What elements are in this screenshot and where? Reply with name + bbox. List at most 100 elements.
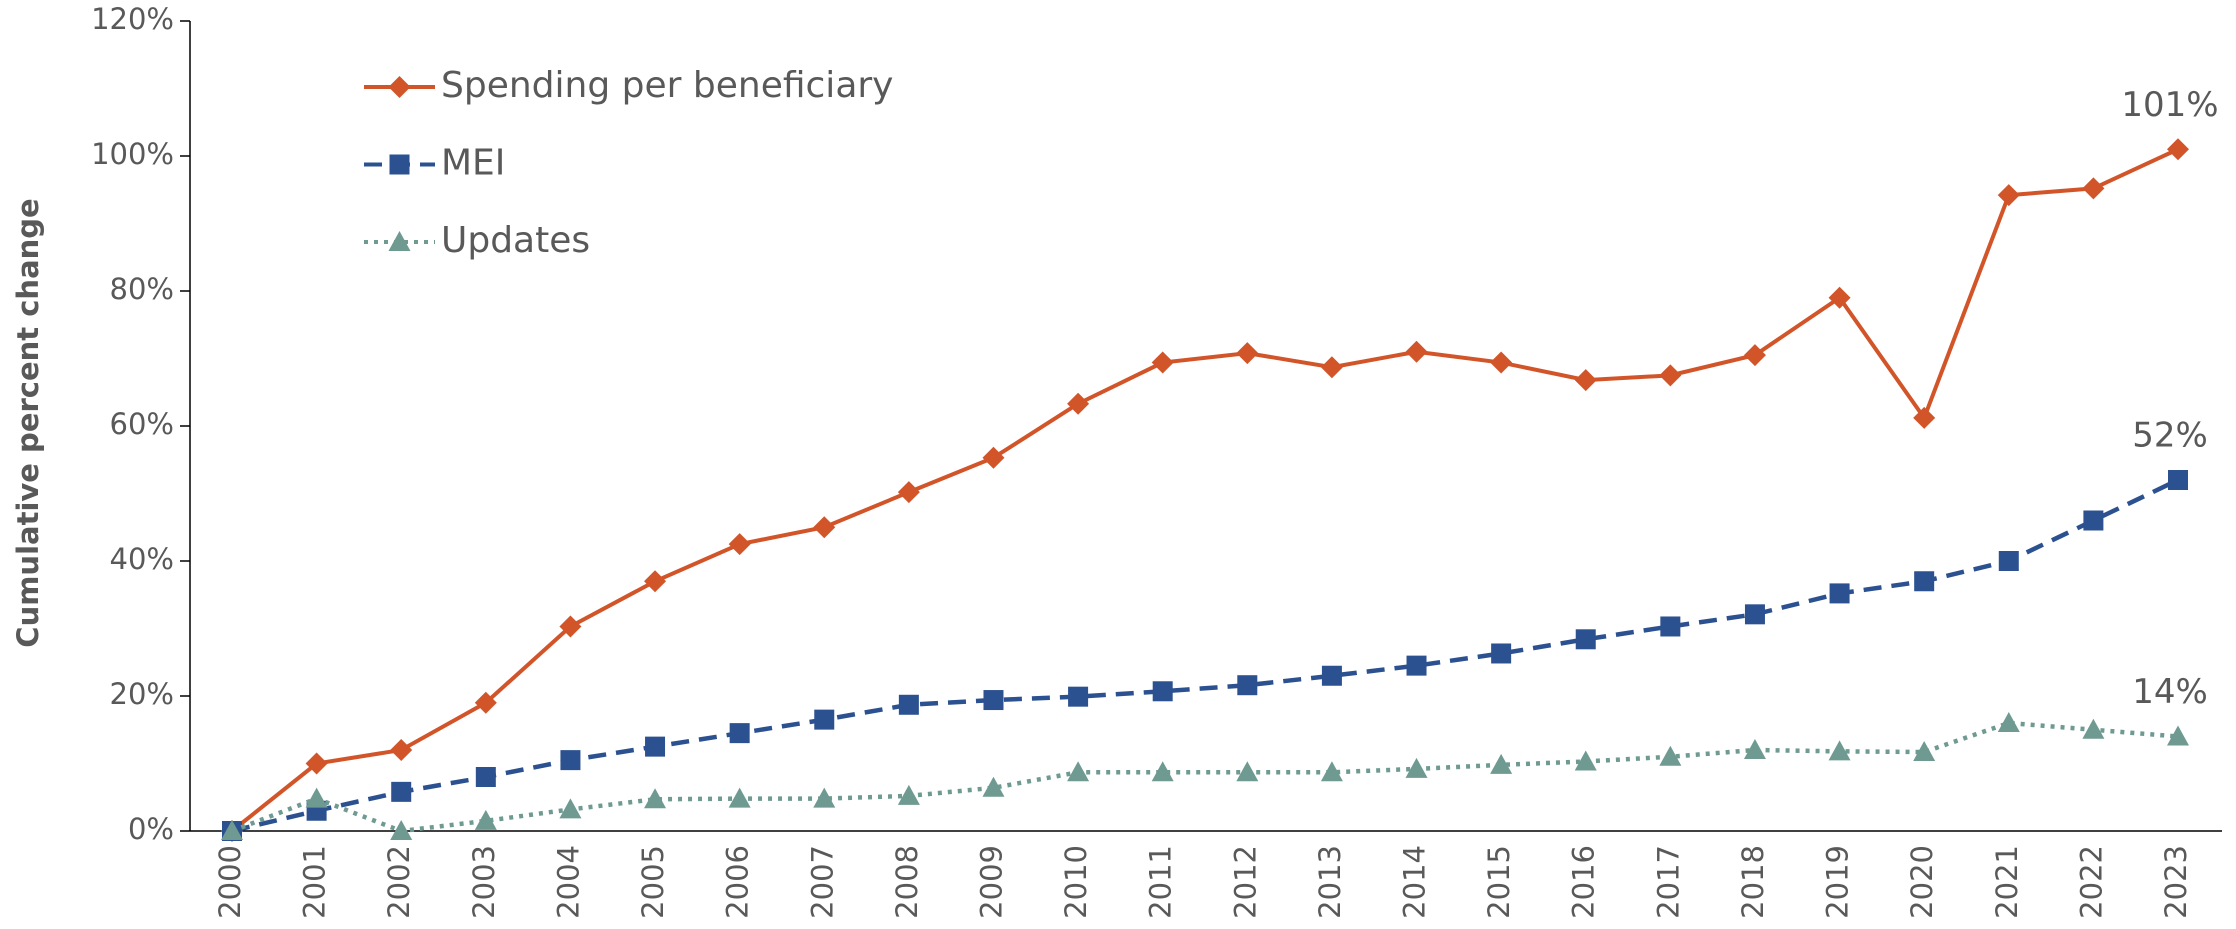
marker (729, 723, 750, 744)
y-tick-label: 60% (110, 407, 174, 441)
data-label: 101% (2121, 85, 2218, 125)
marker (728, 533, 751, 556)
marker (1151, 761, 1174, 782)
marker (897, 784, 920, 805)
marker (1829, 583, 1850, 604)
marker (813, 787, 836, 808)
x-tick-label: 2000 (213, 845, 247, 919)
x-tick-label: 2009 (974, 845, 1008, 919)
marker (2167, 725, 2189, 746)
x-tick-label: 2012 (1228, 845, 1262, 919)
y-tick-label: 120% (91, 2, 174, 36)
marker (390, 820, 413, 840)
legend-label: Spending per beneficiary (441, 65, 893, 106)
marker (1491, 643, 1512, 664)
marker (1067, 761, 1090, 782)
legend-label: Updates (441, 220, 590, 261)
x-tick-label: 2016 (1567, 845, 1601, 919)
marker (813, 516, 836, 539)
marker (1998, 551, 2019, 571)
marker (1828, 286, 1851, 309)
marker (1744, 604, 1765, 625)
y-tick-label: 100% (91, 137, 174, 171)
marker (1320, 761, 1343, 782)
x-tick-label: 2021 (1990, 845, 2024, 919)
marker (1997, 712, 2020, 732)
x-tick-label: 2017 (1651, 845, 1685, 919)
series-line (230, 147, 2179, 833)
marker (1997, 184, 2020, 207)
marker (1913, 406, 1936, 429)
marker (390, 739, 413, 761)
marker (814, 709, 835, 730)
x-tick-label: 2020 (1905, 845, 1939, 919)
marker (898, 694, 919, 715)
marker (1743, 344, 1766, 367)
marker (982, 776, 1005, 797)
x-tick-label: 2013 (1313, 845, 1347, 919)
marker (1406, 655, 1427, 676)
x-tick-label: 2008 (890, 845, 924, 919)
marker (2168, 470, 2188, 490)
marker (1490, 351, 1513, 374)
marker (1828, 740, 1851, 761)
marker (559, 798, 582, 819)
marker (1068, 686, 1089, 707)
marker (1236, 761, 1259, 782)
marker (1575, 629, 1596, 650)
marker (2167, 138, 2189, 161)
marker (474, 809, 497, 830)
x-tick-label: 2014 (1398, 845, 1432, 919)
marker (305, 787, 328, 808)
x-tick-label: 2022 (2074, 845, 2108, 919)
marker (1743, 739, 1766, 759)
marker (1913, 741, 1936, 762)
marker (475, 767, 496, 787)
marker (1236, 342, 1259, 365)
y-tick-label: 80% (110, 272, 174, 306)
marker (388, 76, 411, 98)
y-tick-label: 0% (128, 812, 174, 846)
marker (1405, 757, 1428, 778)
x-tick-label: 2005 (636, 845, 670, 919)
marker (1151, 351, 1174, 374)
marker (221, 820, 243, 840)
marker (1320, 356, 1343, 379)
x-tick-label: 2006 (721, 845, 755, 919)
marker (2082, 718, 2105, 739)
series-line (231, 477, 2179, 834)
marker (560, 750, 581, 771)
data-label: 52% (2132, 416, 2208, 456)
series-line (231, 720, 2179, 834)
x-tick-label: 2010 (1059, 845, 1093, 919)
x-tick-label: 2023 (2159, 845, 2193, 919)
marker (2082, 177, 2105, 200)
marker (644, 788, 667, 809)
marker (559, 615, 582, 638)
marker (644, 570, 667, 593)
x-tick-label: 2007 (805, 845, 839, 919)
marker (305, 752, 328, 775)
y-tick-label: 40% (110, 542, 174, 576)
y-axis-label: Cumulative percent change (11, 198, 45, 647)
x-tick-label: 2011 (1144, 845, 1178, 919)
x-tick-label: 2015 (1482, 845, 1516, 919)
marker (1321, 665, 1342, 686)
marker (1490, 753, 1513, 774)
marker (645, 736, 666, 757)
marker (1914, 571, 1935, 592)
marker (1659, 364, 1682, 387)
data-label: 14% (2132, 672, 2208, 712)
marker (1574, 750, 1597, 771)
marker (897, 481, 920, 504)
marker (728, 787, 751, 808)
marker (1067, 392, 1090, 415)
marker (1152, 681, 1173, 702)
x-tick-label: 2019 (1821, 845, 1855, 919)
marker (1405, 340, 1428, 363)
marker (2083, 510, 2104, 531)
marker (1237, 675, 1258, 696)
x-tick-label: 2002 (382, 845, 416, 919)
marker (982, 446, 1005, 469)
